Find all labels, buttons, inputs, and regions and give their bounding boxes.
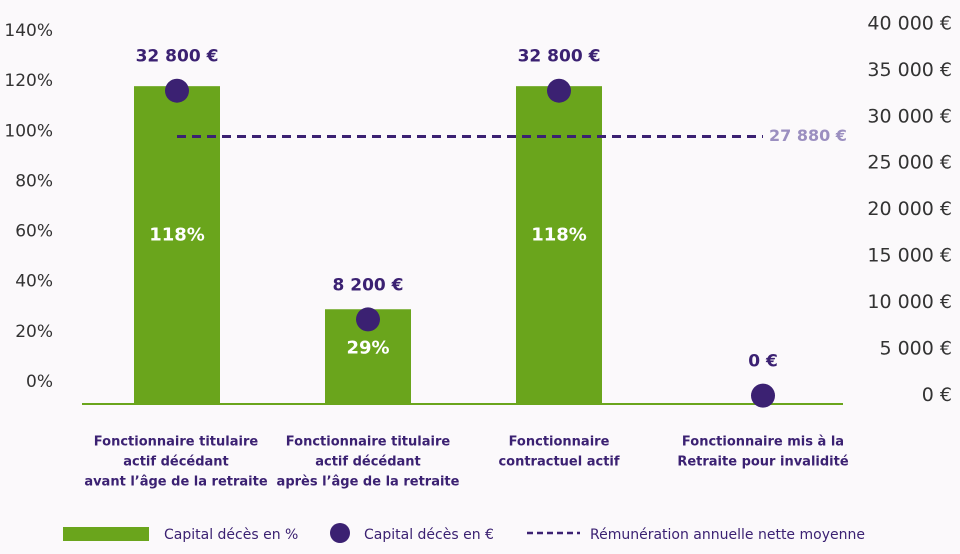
reference-line-label: 27 880 € xyxy=(769,126,847,145)
category-label: Fonctionnaire titulaire xyxy=(94,435,259,450)
markers: 32 800 € 8 200 € 32 800 € 0 € xyxy=(136,47,778,408)
right-axis: 0 € 5 000 € 10 000 € 15 000 € 20 000 € 25 000… xyxy=(867,12,952,406)
bar-value-label: 29% xyxy=(346,337,389,358)
euro-value-label: 32 800 € xyxy=(518,47,601,67)
legend: Capital décès en % Capital décès en € Rému… xyxy=(63,523,865,543)
euro-marker xyxy=(165,78,189,103)
euro-value-label: 0 € xyxy=(748,352,778,372)
left-axis-tick-label: 80% xyxy=(15,171,53,191)
left-axis-tick-label: 0% xyxy=(26,372,53,392)
right-axis-tick-label: 15 000 € xyxy=(867,245,952,267)
left-axis-tick-label: 60% xyxy=(15,222,53,242)
legend-label: Capital décès en % xyxy=(164,527,298,543)
bars: 118% 29% 118% xyxy=(134,86,602,404)
category-label: Fonctionnaire xyxy=(509,435,610,450)
category-labels: Fonctionnaire titulaire actif décédant ava… xyxy=(84,435,849,490)
euro-marker xyxy=(356,307,380,332)
bar xyxy=(516,86,602,404)
euro-marker xyxy=(751,383,775,408)
euro-value-label: 32 800 € xyxy=(136,47,219,67)
category-label: actif décédant xyxy=(123,455,229,470)
right-axis-tick-label: 40 000 € xyxy=(867,12,952,34)
right-axis-tick-label: 5 000 € xyxy=(879,338,952,360)
left-axis-tick-label: 140% xyxy=(4,21,53,41)
right-axis-tick-label: 35 000 € xyxy=(867,59,952,81)
bar-value-label: 118% xyxy=(531,225,587,246)
category-label: avant l’âge de la retraite xyxy=(84,475,268,490)
right-axis-tick-label: 20 000 € xyxy=(867,198,952,220)
category-label: Fonctionnaire mis à la xyxy=(682,435,844,450)
left-axis-tick-label: 40% xyxy=(15,272,53,292)
right-axis-tick-label: 10 000 € xyxy=(867,291,952,313)
right-axis-tick-label: 0 € xyxy=(922,384,952,406)
left-axis: 0% 20% 40% 60% 80% 100% 120% 140% xyxy=(4,21,53,392)
left-axis-tick-label: 100% xyxy=(4,121,53,141)
bar xyxy=(134,86,220,404)
category-label: Fonctionnaire titulaire xyxy=(286,435,451,450)
legend-label: Rémunération annuelle nette moyenne xyxy=(590,527,865,543)
reference-line-group: 27 880 € xyxy=(177,126,847,145)
legend-swatch-marker xyxy=(330,523,350,543)
euro-value-label: 8 200 € xyxy=(333,275,404,295)
legend-label: Capital décès en € xyxy=(364,527,494,543)
category-label: Retraite pour invalidité xyxy=(677,455,849,470)
category-label: actif décédant xyxy=(315,455,421,470)
legend-swatch-bar xyxy=(63,527,149,541)
left-axis-tick-label: 120% xyxy=(4,71,53,91)
right-axis-tick-label: 30 000 € xyxy=(867,105,952,127)
category-label: après l’âge de la retraite xyxy=(277,475,460,490)
euro-marker xyxy=(547,78,571,103)
bar-value-label: 118% xyxy=(149,225,205,246)
category-label: contractuel actif xyxy=(498,455,619,470)
right-axis-tick-label: 25 000 € xyxy=(867,152,952,174)
left-axis-tick-label: 20% xyxy=(15,322,53,342)
